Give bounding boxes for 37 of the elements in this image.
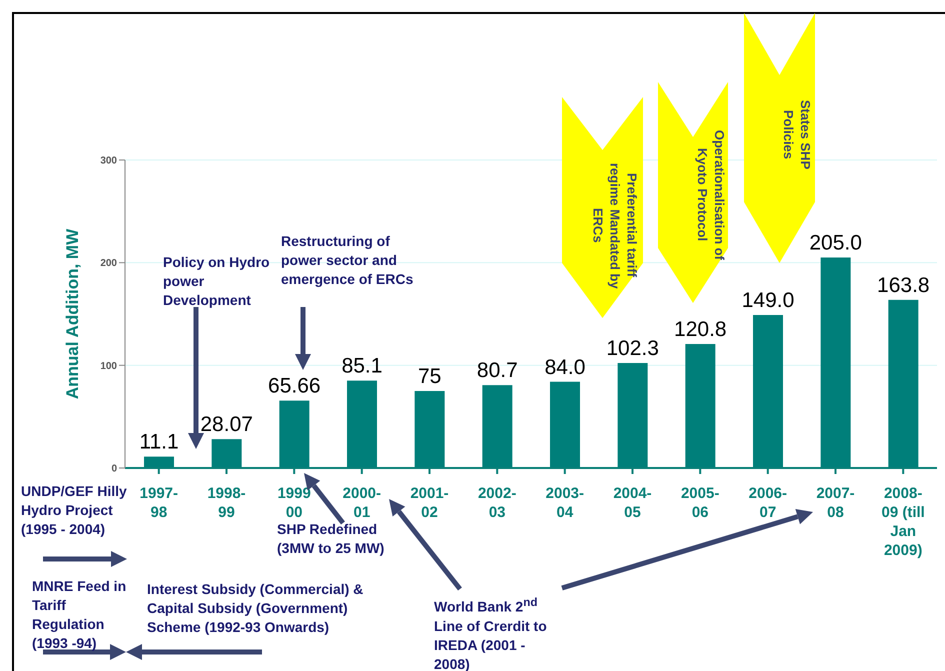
data-label: 149.0 <box>742 289 794 312</box>
annotation: States SHP Policies <box>780 99 814 172</box>
y-tick-label: 200 <box>100 258 118 270</box>
text: MNRE Feed in Tariff Regulation (1993 -94) <box>32 577 128 653</box>
data-label: 75 <box>418 365 442 388</box>
data-label: 11.1 <box>139 430 179 454</box>
x-tick-label: 2007- 08 <box>816 485 855 521</box>
x-tick-label: 2003- 04 <box>546 485 584 521</box>
text: SHP Redefined (3MW to 25 MW) <box>277 520 386 558</box>
x-tick-label: 2005- 06 <box>680 485 720 521</box>
y-axis-title: Annual Addition, MW <box>63 228 82 400</box>
x-tick-label: 2002- 03 <box>478 485 516 521</box>
data-label: 65.66 <box>268 374 321 398</box>
x-tick-label: 2000- 01 <box>342 485 382 521</box>
x-tick-label: 1997- 98 <box>140 485 178 521</box>
y-tick-label: 0 <box>111 464 118 475</box>
y-tick-label: 300 <box>100 156 118 167</box>
data-label: 80.7 <box>476 359 518 382</box>
x-tick-label: 2008- 09 (till Jan 2009) <box>881 485 925 559</box>
data-label: 28.07 <box>200 413 253 436</box>
data-label: 84.0 <box>544 356 586 379</box>
annotation: Preferential tariff regime Mandated by ERCs <box>590 162 640 290</box>
text: UNDP/GEF Hilly Hydro Project (1995 - 2004) <box>21 483 127 537</box>
data-label: 120.8 <box>674 318 727 341</box>
annotation: Policy on Hydro power Development <box>163 253 271 310</box>
annotation: Restructuring of power sector and emergence of ERCs <box>281 232 414 289</box>
x-tick-label: 2001- 02 <box>410 485 449 521</box>
text: Interest Subsidy (Commercial) & Capital Subsidy (Government) Scheme (1992-93 Onwards) <box>147 580 364 637</box>
data-label: 163.8 <box>877 274 930 297</box>
x-tick-label: 1999 00 <box>277 485 311 521</box>
x-tick-label: 1998- 99 <box>207 485 246 521</box>
x-tick-label: 2006- 07 <box>748 485 788 521</box>
data-label: 85.1 <box>342 354 382 378</box>
data-label: 102.3 <box>606 336 659 360</box>
data-label: 205.0 <box>809 232 862 255</box>
y-tick-label: 100 <box>100 360 118 372</box>
x-tick-label: 2004- 05 <box>613 485 652 521</box>
